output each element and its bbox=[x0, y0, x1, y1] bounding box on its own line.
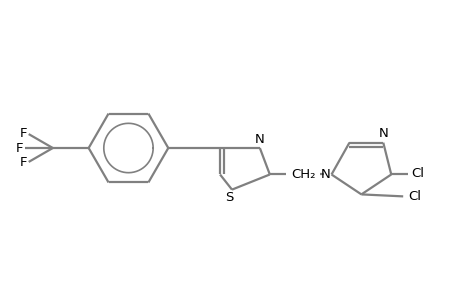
Text: N: N bbox=[378, 127, 387, 140]
Text: Cl: Cl bbox=[408, 190, 421, 203]
Text: CH₂: CH₂ bbox=[290, 168, 315, 181]
Text: N: N bbox=[320, 168, 330, 181]
Text: F: F bbox=[19, 156, 27, 170]
Text: F: F bbox=[19, 127, 27, 140]
Text: N: N bbox=[254, 133, 264, 146]
Text: F: F bbox=[16, 142, 23, 154]
Text: S: S bbox=[224, 191, 233, 204]
Text: Cl: Cl bbox=[411, 167, 424, 180]
